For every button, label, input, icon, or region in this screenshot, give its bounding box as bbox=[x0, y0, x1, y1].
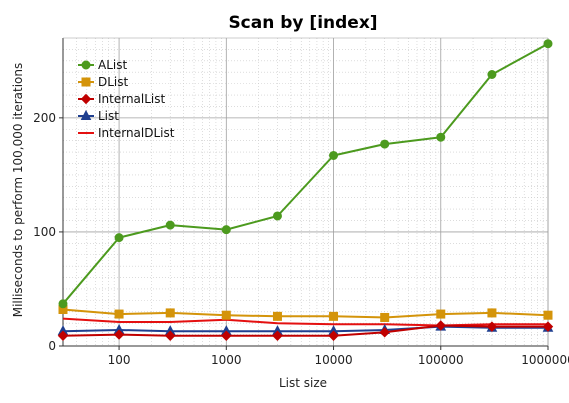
plot-background bbox=[63, 38, 548, 346]
data-point-dlist bbox=[329, 311, 339, 321]
data-point-dlist bbox=[114, 309, 124, 319]
x-axis-label: List size bbox=[279, 376, 327, 390]
legend-marker-dlist bbox=[81, 77, 91, 87]
series-line-list bbox=[62, 325, 548, 333]
legend-marker-list bbox=[80, 109, 92, 120]
legend-label-list: List bbox=[98, 109, 119, 123]
legend-label-internallist: InternalList bbox=[98, 92, 166, 106]
series-line-dlist bbox=[62, 308, 549, 319]
data-point-internallist bbox=[165, 330, 176, 341]
data-point-dlist bbox=[221, 310, 231, 320]
legend-label-alist: AList bbox=[98, 58, 127, 72]
y-tick-label: 200 bbox=[33, 111, 56, 125]
data-point-internallist bbox=[542, 321, 554, 332]
data-point-dlist bbox=[272, 311, 282, 321]
data-point-alist bbox=[487, 70, 497, 80]
data-point-internallist bbox=[379, 327, 390, 338]
y-axis-label: Milliseconds to perform 100,000 iteratio… bbox=[11, 63, 25, 318]
x-tick-label: 1000 bbox=[211, 353, 242, 367]
data-point-alist bbox=[58, 299, 68, 309]
series-line-alist bbox=[62, 42, 549, 305]
data-point-dlist bbox=[487, 308, 497, 318]
data-point-dlist bbox=[543, 310, 553, 320]
legend-marker-alist bbox=[81, 60, 91, 70]
data-point-internallist bbox=[221, 330, 232, 341]
data-point-alist bbox=[436, 132, 446, 142]
data-point-dlist bbox=[165, 308, 175, 318]
legend-marker-internallist bbox=[80, 93, 92, 105]
data-point-alist bbox=[272, 211, 282, 221]
data-point-alist bbox=[165, 220, 175, 230]
series-line-internaldlist bbox=[62, 317, 548, 327]
data-point-dlist bbox=[380, 312, 390, 322]
data-point-internallist bbox=[328, 330, 339, 341]
data-point-alist bbox=[543, 39, 553, 49]
x-tick-label: 100000 bbox=[418, 353, 464, 367]
data-point-internallist bbox=[113, 329, 125, 340]
legend-label-internaldlist: InternalDList bbox=[98, 126, 175, 140]
y-tick-label: 0 bbox=[48, 339, 56, 353]
x-tick-label: 10000 bbox=[314, 353, 352, 367]
data-point-alist bbox=[380, 139, 390, 149]
legend-label-dlist: DList bbox=[98, 75, 129, 89]
data-point-alist bbox=[114, 233, 124, 243]
data-point-internallist bbox=[57, 330, 69, 341]
data-point-alist bbox=[329, 150, 339, 160]
x-tick-label: 100 bbox=[108, 353, 131, 367]
data-point-internallist bbox=[435, 320, 446, 331]
y-tick-label: 100 bbox=[33, 225, 56, 239]
data-point-internallist bbox=[272, 330, 283, 341]
chart-title: Scan by [index] bbox=[228, 13, 377, 33]
data-point-dlist bbox=[436, 309, 446, 319]
data-point-alist bbox=[221, 225, 231, 235]
data-point-internallist bbox=[486, 321, 498, 332]
series-line-internallist bbox=[62, 324, 548, 337]
